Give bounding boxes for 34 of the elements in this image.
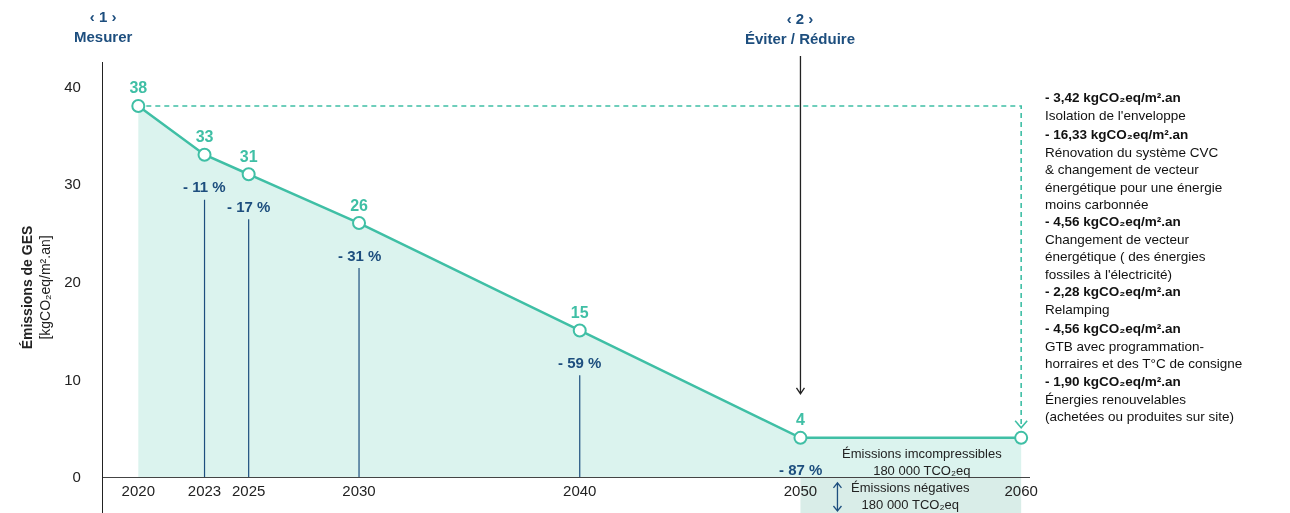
data-label: 26	[350, 196, 369, 214]
x-tick-label: 2040	[563, 481, 597, 499]
text: - 4,56 kgCO₂eq/m².an Changement de vecteur énergétique ( des énergies fossiles à l'électricité)	[1045, 214, 1206, 282]
x-tick-label: 2020	[121, 481, 155, 499]
data-label: 15	[570, 303, 589, 321]
annotation: - 17 %	[227, 198, 271, 215]
y-tick-label: 20	[64, 272, 81, 290]
data-label: 38	[129, 79, 148, 97]
text: - 4,56 kgCO₂eq/m².an GTB avec programmation- horraires et des T°C de consigne	[1045, 321, 1243, 372]
text: - 1,90 kgCO₂eq/m².an Énergies renouvelables (achetées ou produites sur site)	[1045, 374, 1235, 425]
y-tick-label: 30	[64, 175, 81, 193]
annotation: - 87 %	[779, 461, 823, 478]
text: - 16,33 kgCO₂eq/m².an Rénovation du système CVC & changement de vecteur énergétique pour une énergie moins carbonnée	[1045, 127, 1223, 213]
y-tick-label: 10	[64, 370, 81, 388]
y-axis-title: Émissions de GES [kgCO₂eq/m².an]	[18, 225, 53, 350]
x-tick-label: 2023	[187, 481, 222, 499]
data-label: 33	[195, 128, 214, 146]
y-tick-label: 0	[72, 468, 81, 486]
annotation: Émissions imcompressibles 180 000 TCO₂eq	[842, 446, 1003, 478]
text: - 2,28 kgCO₂eq/m².an Relamping	[1045, 284, 1181, 317]
text: ‹ 1 › Mesurer	[74, 8, 133, 45]
text: - 3,42 kgCO₂eq/m².an Isolation de l'enveloppe	[1045, 90, 1186, 123]
data-label: 31	[239, 147, 258, 165]
data-label: 4	[796, 411, 806, 429]
x-tick-label: 2050	[783, 481, 818, 499]
text: ‹ 2 › Éviter / Réduire	[745, 10, 856, 47]
x-tick-label: 2025	[231, 481, 266, 499]
annotation: - 31 %	[338, 247, 382, 264]
x-tick-label: 2030	[342, 481, 376, 499]
y-tick-label: 40	[64, 77, 81, 95]
annotation: - 11 %	[183, 178, 226, 195]
band-label: Émissions négatives 180 000 TCO₂eq	[851, 480, 970, 512]
annotation: - 59 %	[558, 354, 602, 371]
x-tick-label: 2060	[1004, 481, 1038, 499]
